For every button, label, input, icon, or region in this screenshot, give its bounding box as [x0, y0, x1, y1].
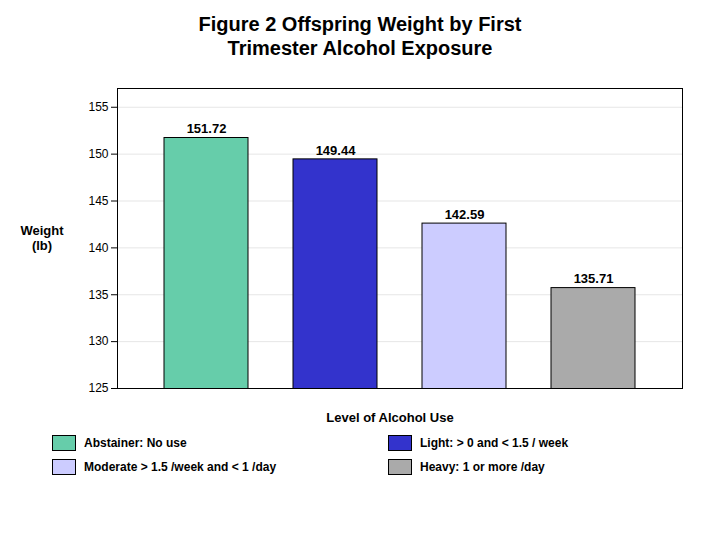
html-text:Level of Alcohol Use: Level of Alcohol Use: [326, 410, 454, 425]
svg-text:135.71: 135.71: [574, 271, 614, 286]
svg-text:140: 140: [88, 241, 108, 255]
html-text:Abstainer: No use: Abstainer: No use: [84, 436, 187, 450]
html-text:Weight (lb): Weight (lb): [20, 223, 64, 253]
svg-text:149.44: 149.44: [316, 143, 357, 158]
html-text:Heavy: 1 or more /day: Heavy: 1 or more /day: [420, 460, 545, 474]
svg-text:151.72: 151.72: [187, 121, 227, 136]
svg-text:130: 130: [88, 334, 108, 348]
svg-text:125: 125: [88, 381, 108, 395]
svg-text:142.59: 142.59: [445, 207, 485, 222]
html-text:Light: > 0 and < 1.5 / week: Light: > 0 and < 1.5 / week: [420, 436, 569, 450]
svg-text:150: 150: [88, 147, 108, 161]
html-text:Moderate > 1.5 /week and < 1 /: Moderate > 1.5 /week and < 1 /day: [84, 460, 277, 474]
svg-text:145: 145: [88, 194, 108, 208]
svg-text:135: 135: [88, 288, 108, 302]
svg-text:155: 155: [88, 100, 108, 114]
html-text:Figure 2 Offspring Weight by F: Figure 2 Offspring Weight by First Trime…: [198, 13, 522, 59]
